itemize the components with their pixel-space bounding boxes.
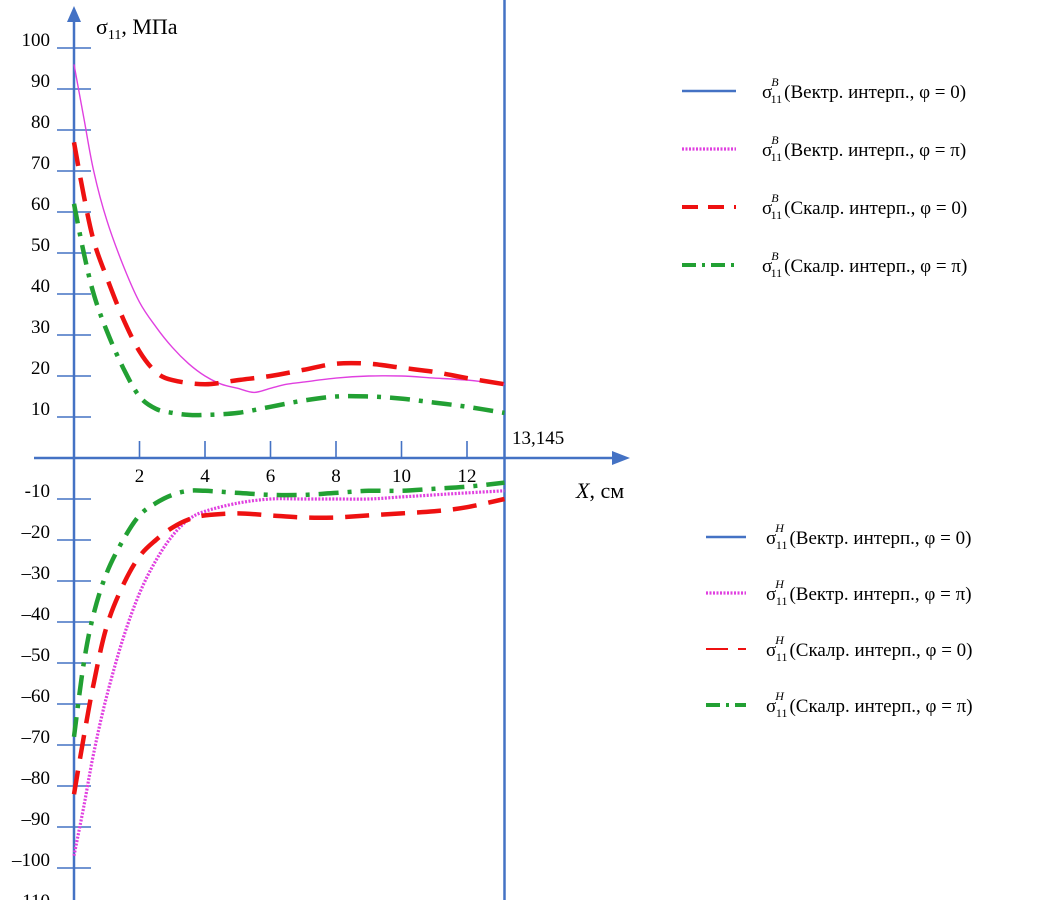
y-tick-label-60: 60 xyxy=(31,194,50,215)
y-tick-label--40: –40 xyxy=(21,604,51,625)
x-tick-label-4: 4 xyxy=(200,466,210,487)
legend-upper-label-1: σB 11 (Вектр. интерп., φ = π) xyxy=(762,133,966,164)
x-tick-label-12: 12 xyxy=(458,466,477,487)
y-tick-label-90: 90 xyxy=(31,71,50,92)
y-tick-label-50: 50 xyxy=(31,235,50,256)
x-axis-title: X, см xyxy=(575,478,624,503)
y-tick-label--70: –70 xyxy=(21,727,51,748)
y-tick-label-10: 10 xyxy=(31,399,50,420)
x-tick-label-10: 10 xyxy=(392,466,411,487)
y-tick-label-20: 20 xyxy=(31,358,50,379)
y-tick-label--100: –100 xyxy=(11,850,50,871)
y-tick-label--50: –50 xyxy=(21,645,51,666)
series-lower-4 xyxy=(71,496,505,795)
series-upper-1 xyxy=(71,141,505,387)
legend-upper-label-3: σB 11 (Скалр. интерп., φ = π) xyxy=(762,249,967,280)
x-tick-label-8: 8 xyxy=(331,466,341,487)
y-tick-label-80: 80 xyxy=(31,112,50,133)
y-tick-label--90: –90 xyxy=(21,809,51,830)
legend-lower-label-1: σH 11 (Вектр. интерп., φ = π) xyxy=(766,577,972,608)
legend: σB 11 (Вектр. интерп., φ = 0) σB 11 (Вектр. и… xyxy=(682,75,973,720)
y-tick-label-40: 40 xyxy=(31,276,50,297)
series-lower-3 xyxy=(72,489,505,857)
axes-layer: 2 4 6 8 10 12 100 90 80 70 60 50 40 30 20 10 -10 –20 –30 –4… xyxy=(11,0,630,900)
y-tick-label-30: 30 xyxy=(31,317,50,338)
series-lower-5 xyxy=(71,480,505,738)
labels-layer: σ11, МПа X, см 13,145 xyxy=(96,14,624,503)
series-upper-2 xyxy=(71,203,505,418)
x-tick-label-6: 6 xyxy=(266,466,276,487)
series-upper-0 xyxy=(73,64,505,394)
x-tick-label-2: 2 xyxy=(135,466,145,487)
y-tick-label--80: –80 xyxy=(21,768,51,789)
x-axis-arrow xyxy=(612,451,630,465)
y-tick-label--10: -10 xyxy=(25,481,50,502)
y-tick-label-100: 100 xyxy=(22,30,51,51)
y-tick-label-70: 70 xyxy=(31,153,50,174)
y-axis-arrow xyxy=(67,6,81,22)
y-tick-label--30: –30 xyxy=(21,563,51,584)
legend-lower-label-3: σH 11 (Скалр. интерп., φ = π) xyxy=(766,689,973,720)
legend-upper-label-2: σB 11 (Скалр. интерп., φ = 0) xyxy=(762,191,967,222)
y-axis-title: σ11, МПа xyxy=(96,14,178,43)
vline-label: 13,145 xyxy=(512,428,564,449)
legend-upper-label-0: σB 11 (Вектр. интерп., φ = 0) xyxy=(762,75,966,106)
legend-lower-label-0: σH 11 (Вектр. интерп., φ = 0) xyxy=(766,521,971,552)
legend-lower-label-2: σH 11 (Скалр. интерп., φ = 0) xyxy=(766,633,973,664)
y-tick-label--60: –60 xyxy=(21,686,51,707)
y-tick-label--20: –20 xyxy=(21,522,51,543)
series-layer xyxy=(71,64,505,857)
y-tick-label--110: –110 xyxy=(12,891,50,900)
